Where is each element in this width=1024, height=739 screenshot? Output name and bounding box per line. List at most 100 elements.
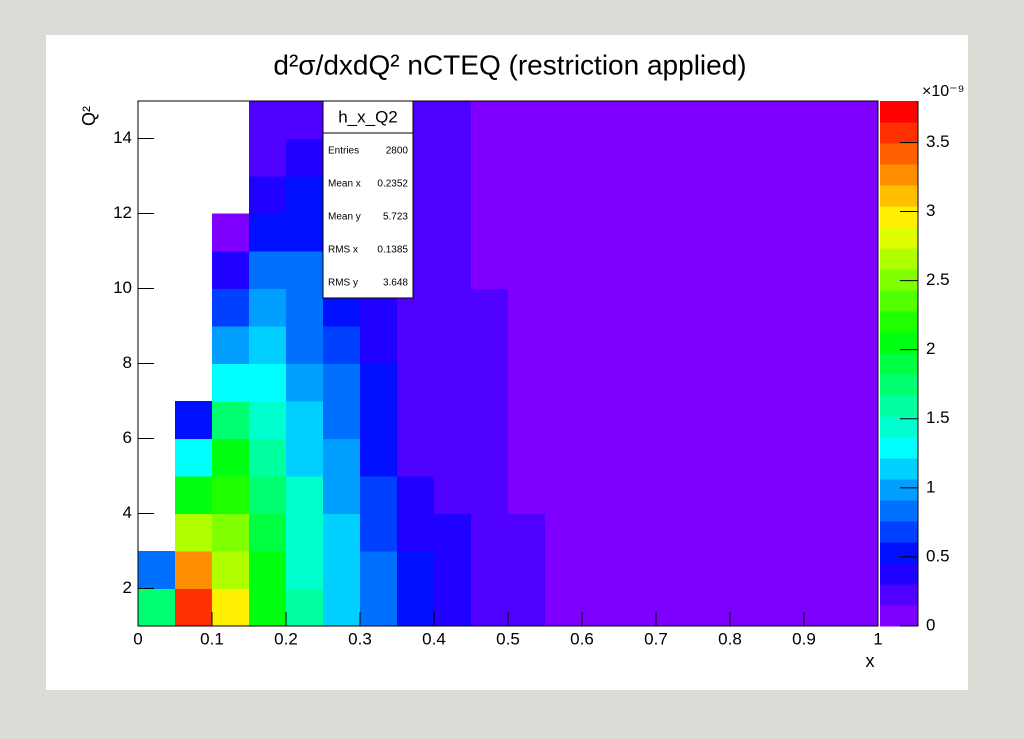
cell: [249, 438, 287, 477]
palette-band: [880, 416, 918, 438]
cell: [582, 251, 620, 289]
cell: [730, 588, 768, 627]
cell: [434, 326, 472, 364]
cell: [508, 326, 546, 364]
cell: [471, 363, 509, 402]
palette-band: [880, 122, 918, 144]
cell: [471, 213, 509, 252]
cell: [508, 138, 546, 177]
cell: [841, 288, 879, 327]
cell: [434, 551, 472, 589]
x-tick-label: 0.4: [422, 629, 446, 648]
cell: [804, 588, 842, 627]
palette-band: [880, 332, 918, 354]
stats-name: RMS x: [328, 245, 358, 256]
stats-name: Mean y: [328, 212, 361, 223]
cell: [323, 513, 361, 552]
cell: [693, 438, 731, 477]
cell: [471, 551, 509, 589]
cell: [286, 363, 324, 402]
cell: [434, 176, 472, 214]
palette-band: [880, 458, 918, 480]
x-axis-title: x: [866, 651, 875, 671]
cell: [471, 476, 509, 514]
cell: [360, 476, 398, 514]
cell: [619, 363, 657, 402]
z-tick-label: 0.5: [926, 546, 950, 565]
cell: [175, 551, 213, 589]
cell: [582, 101, 620, 139]
cell: [656, 138, 694, 177]
palette-band: [880, 185, 918, 207]
cell: [693, 588, 731, 627]
cell: [545, 401, 583, 439]
cell: [693, 326, 731, 364]
cell: [767, 326, 805, 364]
palette-band: [880, 269, 918, 291]
cell: [656, 288, 694, 327]
cell: [730, 438, 768, 477]
cell: [841, 101, 879, 139]
cell: [471, 513, 509, 552]
cell: [286, 288, 324, 327]
cell: [582, 326, 620, 364]
cell: [286, 138, 324, 177]
z-tick-label: 1.5: [926, 408, 950, 427]
cell: [175, 476, 213, 514]
cell: [841, 363, 879, 402]
cell: [841, 513, 879, 552]
y-tick-label: 2: [123, 578, 132, 597]
cell: [656, 251, 694, 289]
cell: [286, 401, 324, 439]
cell: [212, 513, 250, 552]
cell: [286, 213, 324, 252]
cell: [545, 176, 583, 214]
cell: [730, 101, 768, 139]
cell: [360, 513, 398, 552]
cell: [767, 476, 805, 514]
cell: [397, 363, 435, 402]
cell: [545, 551, 583, 589]
cell: [804, 176, 842, 214]
cells: [138, 101, 879, 627]
cell: [212, 326, 250, 364]
cell: [804, 476, 842, 514]
cell: [693, 101, 731, 139]
cell: [138, 588, 176, 627]
y-axis-title: Q²: [79, 106, 99, 126]
y-tick-label: 6: [123, 428, 132, 447]
y-tick-label: 14: [113, 128, 132, 147]
cell: [656, 401, 694, 439]
y-tick-label: 4: [123, 503, 132, 522]
cell: [212, 438, 250, 477]
cell: [286, 513, 324, 552]
cell: [693, 176, 731, 214]
cell: [841, 176, 879, 214]
cell: [545, 251, 583, 289]
palette-band: [880, 437, 918, 459]
cell: [360, 363, 398, 402]
x-tick-label: 0.1: [200, 629, 224, 648]
palette-band: [880, 584, 918, 606]
cell: [619, 138, 657, 177]
cell: [397, 476, 435, 514]
stats-title: h_x_Q2: [338, 107, 398, 126]
cell: [582, 438, 620, 477]
x-tick-label: 0.9: [792, 629, 816, 648]
cell: [249, 213, 287, 252]
cell: [471, 138, 509, 177]
cell: [249, 363, 287, 402]
cell: [730, 513, 768, 552]
cell: [619, 101, 657, 139]
x-tick-label: 0.5: [496, 629, 520, 648]
cell: [434, 438, 472, 477]
cell: [286, 326, 324, 364]
cell: [545, 326, 583, 364]
cell: [767, 513, 805, 552]
cell: [212, 363, 250, 402]
cell: [434, 476, 472, 514]
cell: [545, 438, 583, 477]
stats-name: Entries: [328, 146, 359, 157]
cell: [545, 101, 583, 139]
cell: [249, 176, 287, 214]
